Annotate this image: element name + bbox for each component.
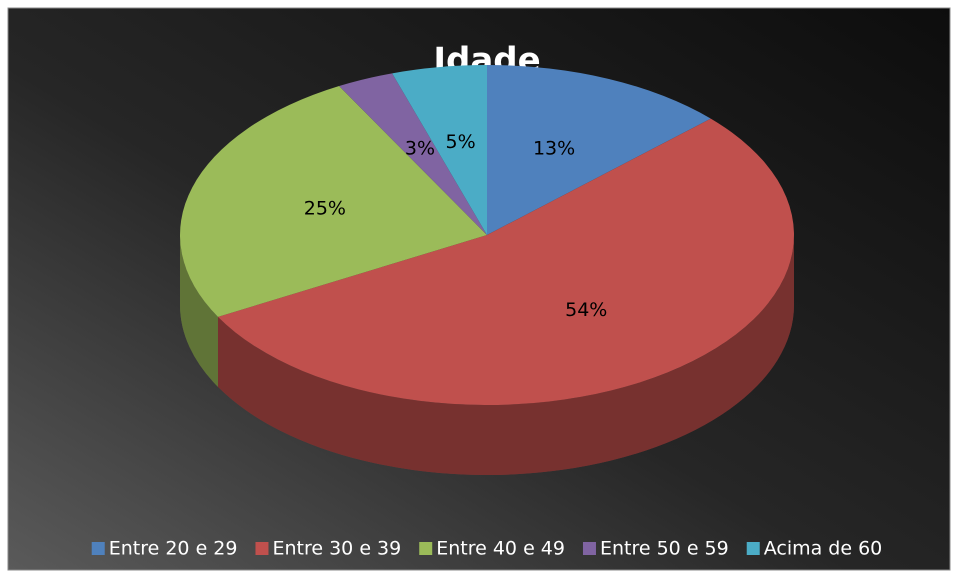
data-label: 3% <box>405 138 435 160</box>
legend-label: Entre 40 e 49 <box>436 538 565 560</box>
slice-side <box>180 235 218 387</box>
legend-swatch <box>582 542 596 555</box>
data-label: 13% <box>533 138 575 160</box>
slice-side-shade <box>217 235 794 476</box>
legend-swatch <box>746 542 760 555</box>
data-label: 54% <box>565 299 607 321</box>
slice <box>392 65 487 235</box>
slice <box>217 118 794 405</box>
legend-swatch <box>419 542 433 555</box>
slice-side <box>217 235 794 476</box>
data-label: 5% <box>446 131 476 153</box>
slice-side-shade <box>180 235 218 387</box>
slice <box>180 86 487 317</box>
legend-swatch <box>91 542 105 555</box>
legend: Entre 20 e 29 Entre 30 e 39 Entre 40 e 49 E… <box>91 538 883 560</box>
data-label: 25% <box>304 197 346 219</box>
legend-label: Entre 30 e 39 <box>272 538 401 560</box>
legend-label: Entre 20 e 29 <box>109 538 238 560</box>
slice <box>339 73 487 235</box>
slice <box>487 65 711 235</box>
legend-label: Entre 50 e 59 <box>600 538 729 560</box>
legend-label: Acima de 60 <box>764 538 883 560</box>
legend-swatch <box>255 542 269 555</box>
